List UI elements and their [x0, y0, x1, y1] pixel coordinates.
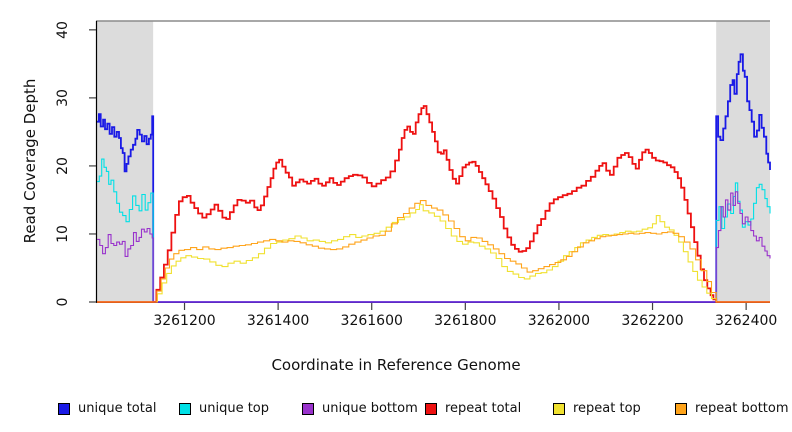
legend-item: repeat top [553, 400, 641, 417]
legend-label: unique top [199, 401, 270, 416]
x-tick-label: 3262400 [714, 313, 778, 329]
legend-swatch-unique-total [58, 402, 70, 415]
legend-item: unique bottom [302, 400, 418, 417]
legend-item: repeat bottom [675, 400, 789, 417]
legend-label: repeat total [445, 401, 522, 416]
x-tick-label: 3261400 [246, 313, 310, 329]
x-axis-title: Coordinate in Reference Genome [271, 356, 521, 374]
x-tick-label: 3262200 [621, 313, 684, 329]
legend-label: repeat bottom [695, 401, 789, 416]
legend-swatch-unique-bottom [302, 402, 314, 415]
series-repeat-total [97, 105, 770, 303]
legend-label: unique total [78, 401, 157, 416]
x-tick-label: 3262000 [527, 313, 591, 329]
legend-label: unique bottom [322, 401, 418, 416]
legend-label: repeat top [573, 401, 641, 416]
legend-item: unique top [179, 400, 269, 417]
series-unique-total [97, 53, 771, 303]
y-tick-label: 30 [55, 88, 71, 107]
series-unique-top [97, 158, 771, 303]
x-tick-label: 3261600 [340, 313, 403, 329]
legend-item: repeat total [425, 400, 521, 417]
series-repeat-bottom [97, 200, 770, 303]
y-axis-title: Read Coverage Depth [21, 78, 39, 244]
y-tick-label: 40 [55, 20, 71, 39]
legend-swatch-repeat-top [553, 402, 565, 415]
legend-swatch-unique-top [179, 402, 191, 415]
legend-swatch-repeat-total [425, 402, 437, 415]
x-tick-label: 3261800 [434, 313, 497, 329]
y-tick-label: 0 [55, 297, 71, 307]
y-tick-label: 10 [55, 225, 71, 243]
legend-item: unique total [58, 400, 156, 417]
y-tick-label: 20 [55, 157, 71, 175]
series-repeat-top [97, 204, 770, 303]
legend-swatch-repeat-bottom [675, 402, 687, 415]
x-tick-label: 3261200 [153, 313, 216, 329]
